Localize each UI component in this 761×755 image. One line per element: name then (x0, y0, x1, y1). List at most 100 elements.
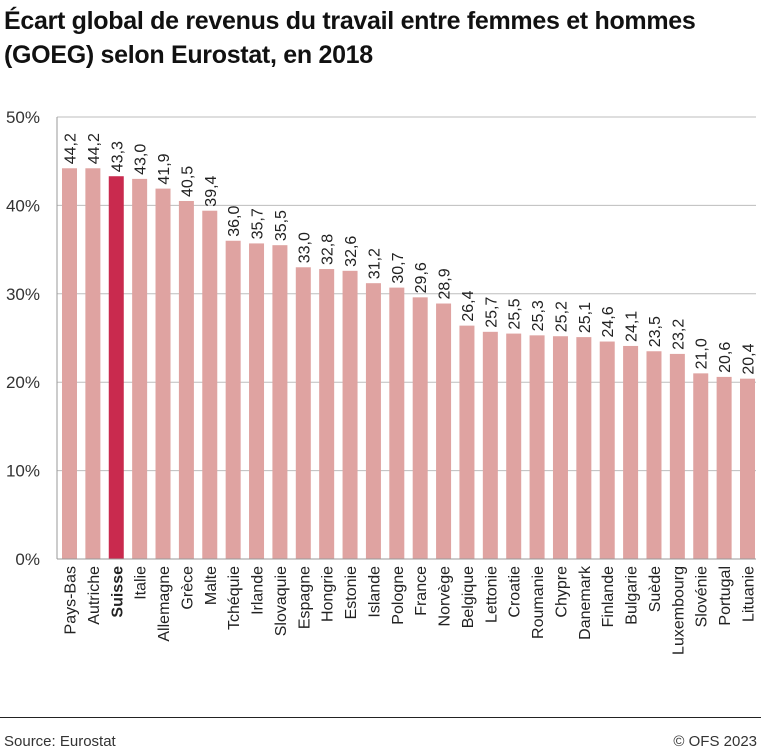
x-tick-label: Allemagne (156, 566, 173, 642)
x-tick-label: Lettonie (483, 566, 500, 623)
data-label: 35,5 (273, 210, 290, 241)
x-tick-label: Malte (203, 566, 220, 605)
data-label: 44,2 (63, 133, 80, 164)
bar-tchéquie (225, 240, 241, 559)
x-tick-label: Lituanie (741, 566, 758, 622)
bar-bulgarie (623, 345, 639, 559)
x-tick-label: Croatie (507, 566, 524, 618)
data-label: 21,0 (694, 338, 711, 369)
x-tick-label: Bulgarie (624, 566, 641, 625)
x-tick-label: Belgique (460, 566, 477, 628)
x-tick-label: Chypre (553, 566, 570, 618)
y-tick-label: 40% (6, 196, 40, 215)
x-tick-label: Grèce (179, 566, 196, 610)
y-tick-label: 20% (6, 373, 40, 392)
x-tick-label: Pays-Bas (63, 566, 80, 634)
bar-slovénie (693, 373, 709, 559)
x-tick-label: Estonie (343, 566, 360, 619)
bar-grèce (178, 200, 194, 560)
data-label: 28,9 (437, 268, 454, 299)
x-tick-label: Irlande (250, 566, 267, 615)
bar-pologne (389, 287, 405, 559)
bar-suisse (108, 176, 124, 559)
x-tick-label: Danemark (577, 565, 594, 640)
x-tick-label: Norvège (437, 566, 454, 627)
bar-norvège (436, 303, 452, 559)
x-tick-label: Tchéquie (226, 566, 243, 630)
x-tick-label: Roumanie (530, 566, 547, 639)
x-tick-label: Portugal (717, 566, 734, 626)
x-tick-label: Slovaquie (273, 566, 290, 636)
bar-autriche (85, 168, 101, 559)
x-tick-label: Autriche (86, 566, 103, 625)
data-label: 25,7 (483, 297, 500, 328)
data-label: 30,7 (390, 252, 407, 283)
data-label: 43,3 (109, 141, 126, 172)
x-tick-label: Pologne (390, 566, 407, 625)
data-label: 23,5 (647, 316, 664, 347)
bar-hongrie (319, 269, 335, 559)
copyright: © OFS 2023 (673, 733, 757, 750)
bar-islande (365, 283, 381, 559)
data-label: 36,0 (226, 206, 243, 237)
x-tick-label: Hongrie (320, 566, 337, 622)
x-tick-label: Slovénie (694, 566, 711, 627)
data-label: 20,4 (741, 343, 758, 374)
data-label: 25,1 (577, 302, 594, 333)
x-tick-label: France (413, 566, 430, 616)
data-label: 26,4 (460, 290, 477, 321)
data-label: 43,0 (133, 144, 150, 175)
bar-luxembourg (669, 353, 685, 559)
data-label: 32,6 (343, 236, 360, 267)
data-label: 44,2 (86, 133, 103, 164)
bar-estonie (342, 270, 358, 559)
data-label: 24,6 (600, 306, 617, 337)
data-label: 33,0 (296, 232, 313, 263)
x-tick-label: Suède (647, 566, 664, 612)
x-tick-label: Islande (366, 566, 383, 618)
bar-pays-bas (62, 168, 77, 559)
y-tick-label: 10% (6, 462, 40, 481)
x-tick-label: Luxembourg (670, 566, 687, 655)
bar-italie (132, 178, 148, 559)
bar-chypre (552, 336, 568, 559)
bar-espagne (295, 267, 311, 559)
data-label: 40,5 (179, 166, 196, 197)
source-note: Source: Eurostat (4, 733, 116, 750)
bar-malte (202, 210, 218, 560)
data-label: 41,9 (156, 153, 173, 184)
bar-lettonie (482, 331, 498, 559)
data-label: 39,4 (203, 175, 220, 206)
bar-suède (646, 351, 662, 559)
bar-lituanie (740, 378, 755, 559)
data-label: 29,6 (413, 262, 430, 293)
y-tick-label: 50% (6, 108, 40, 127)
data-label: 32,8 (320, 234, 337, 265)
x-tick-label: Suisse (109, 566, 126, 618)
x-tick-label: Finlande (600, 566, 617, 627)
y-tick-label: 30% (6, 285, 40, 304)
data-label: 35,7 (250, 208, 267, 239)
data-label: 25,3 (530, 300, 547, 331)
data-label: 25,5 (507, 298, 524, 329)
bar-belgique (459, 325, 475, 559)
bar-irlande (249, 243, 265, 560)
bar-allemagne (155, 188, 171, 559)
chart-title: Écart global de revenus du travail entre… (4, 7, 696, 69)
bar-roumanie (529, 335, 545, 559)
bar-croatie (506, 333, 522, 559)
y-tick-label: 0% (15, 550, 40, 569)
bar-finlande (599, 341, 615, 559)
bar-danemark (576, 337, 592, 559)
x-tick-label: Espagne (296, 566, 313, 629)
bar-france (412, 297, 428, 559)
data-label: 20,6 (717, 342, 734, 373)
footer-divider (0, 717, 761, 718)
x-tick-label: Italie (133, 566, 150, 600)
bar-slovaquie (272, 245, 288, 559)
data-label: 24,1 (624, 311, 641, 342)
data-label: 25,2 (553, 301, 570, 332)
data-label: 23,2 (670, 319, 687, 350)
